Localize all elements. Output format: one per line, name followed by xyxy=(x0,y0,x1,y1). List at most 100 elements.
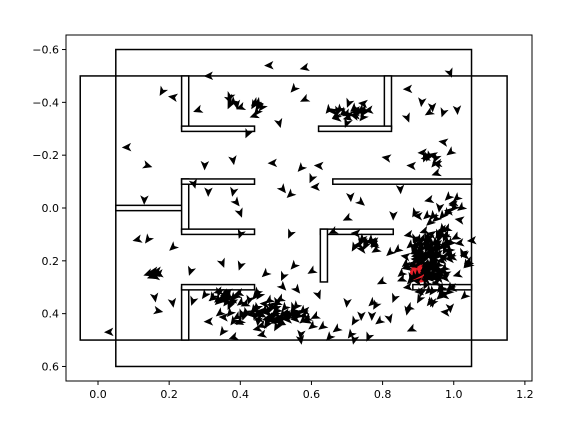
wall-left-stub xyxy=(115,204,185,212)
arrow-marker-63 xyxy=(328,225,339,234)
cluster-right-dense-arrow xyxy=(416,293,426,304)
cluster-right-mid-arrow xyxy=(432,158,443,168)
cluster-right-dense-arrow xyxy=(424,243,433,254)
arrow-marker-1 xyxy=(264,60,274,70)
cluster-right-dense-arrow xyxy=(442,244,452,255)
arrow-marker-62 xyxy=(342,212,354,221)
arrow-marker-118 xyxy=(143,268,154,277)
arrow-marker-76 xyxy=(343,297,352,308)
arrow-marker-22 xyxy=(438,138,449,147)
cluster-bottom-center-arrow xyxy=(268,301,277,313)
arrow-marker-106 xyxy=(103,327,114,337)
cluster-top-left-arrow xyxy=(249,110,260,119)
arrow-marker-120 xyxy=(227,91,236,102)
arrow-marker-6 xyxy=(168,93,179,103)
cluster-top-center-arrow xyxy=(358,99,368,109)
cluster-right-dense-arrow xyxy=(451,231,462,240)
cluster-right-dense-arrow xyxy=(415,257,425,268)
arrow-marker-13 xyxy=(363,105,374,114)
arrow-marker-5 xyxy=(159,85,169,96)
arrow-marker-40 xyxy=(230,186,239,197)
cluster-center-wall-arrow xyxy=(363,239,372,251)
cluster-right-dense-arrow xyxy=(440,273,450,283)
cluster-bottom-center-arrow xyxy=(246,294,255,305)
arrow-marker-69 xyxy=(237,260,246,271)
arrow-marker-78 xyxy=(357,311,366,322)
arrow-marker-7 xyxy=(193,104,204,113)
arrow-marker-90 xyxy=(230,315,240,326)
cluster-top-center-arrow xyxy=(350,106,361,115)
cluster-right-dense-arrow xyxy=(444,285,455,296)
cluster-right-dense-arrow xyxy=(429,285,439,296)
arrow-marker-67 xyxy=(188,265,197,276)
cluster-right-dense-arrow xyxy=(423,209,434,220)
arrow-marker-27 xyxy=(431,168,442,177)
arrow-marker-48 xyxy=(395,184,405,195)
y-axis: −0.6 −0.4 −0.2 0.0 0.2 0.4 0.6 xyxy=(32,44,66,373)
y-tick-label: 0.4 xyxy=(42,308,60,321)
cluster-right-dense-arrow xyxy=(403,229,414,239)
arrow-marker-119 xyxy=(150,271,161,281)
arrow-marker-33 xyxy=(267,158,278,168)
cluster-center-wall-arrow xyxy=(353,239,364,249)
cluster-bottom-center-arrow xyxy=(244,306,253,318)
cluster-top-center-arrow xyxy=(343,112,354,121)
arrow-marker-82 xyxy=(149,292,159,303)
arrow-marker-64 xyxy=(351,241,361,252)
cluster-bottom-center-arrow xyxy=(226,307,237,318)
cluster-right-dense-arrow xyxy=(419,265,430,274)
cluster-right-dense-arrow xyxy=(423,279,432,290)
arrow-marker-123 xyxy=(235,102,247,111)
cluster-right-dense-arrow xyxy=(443,267,452,279)
arrow-marker-54 xyxy=(457,201,468,211)
arrow-marker-75 xyxy=(312,289,321,300)
cluster-bottom-center-arrow xyxy=(261,304,272,315)
cluster-right-sub-arrow xyxy=(444,191,455,201)
cluster-right-dense-arrow xyxy=(430,242,441,251)
arrow-marker-100 xyxy=(326,331,336,341)
cluster-right-dense-arrow xyxy=(460,289,471,300)
cluster-right-dense-arrow xyxy=(419,225,430,234)
cluster-bottom-center-arrow xyxy=(273,313,284,323)
cluster-right-dense-arrow xyxy=(414,239,425,248)
cluster-center-wall-arrow xyxy=(350,229,361,238)
cluster-right-dense-arrow xyxy=(452,269,464,278)
arrow-marker-19 xyxy=(440,107,449,118)
y-tick-label: 0.2 xyxy=(42,255,60,268)
arrow-marker-47 xyxy=(354,196,365,206)
cluster-right-dense-arrow xyxy=(404,301,415,311)
arrow-marker-34 xyxy=(297,162,308,172)
cluster-center-wall-arrow xyxy=(367,237,378,246)
outer-boundary-wide xyxy=(79,75,508,341)
arrow-marker-83 xyxy=(153,305,164,315)
arrow-marker-102 xyxy=(347,328,357,339)
cluster-right-dense-arrow xyxy=(454,238,465,247)
arrow-marker-104 xyxy=(375,315,386,325)
arrow-marker-9 xyxy=(290,82,300,93)
cluster-bottom-left-arrow xyxy=(208,292,219,302)
arrow-marker-105 xyxy=(406,323,418,332)
wall-mid-left-top xyxy=(180,178,256,185)
x-tick-label: 0.6 xyxy=(303,388,321,401)
arrow-marker-31 xyxy=(245,127,254,139)
cluster-right-dense-arrow xyxy=(437,288,447,299)
cluster-right-dense-arrow xyxy=(454,216,465,225)
y-tick-label: −0.2 xyxy=(32,149,59,162)
arrow-marker-110 xyxy=(367,311,377,322)
cluster-bottom-center-arrow xyxy=(291,301,300,313)
cluster-top-left-arrow xyxy=(250,96,262,106)
cluster-right-dense-arrow xyxy=(393,243,404,254)
cluster-right-dense-arrow xyxy=(433,248,442,260)
arrow-marker-35 xyxy=(313,161,324,171)
cluster-bottom-center-arrow xyxy=(298,310,310,319)
arrow-marker-29 xyxy=(142,160,153,169)
arrow-marker-103 xyxy=(351,315,361,326)
arrow-marker-72 xyxy=(261,267,272,278)
arrow-marker-20 xyxy=(424,106,436,116)
cluster-right-dense-arrow xyxy=(416,251,428,260)
x-tick-label: 1.2 xyxy=(516,388,534,401)
cluster-right-dense-arrow xyxy=(376,276,388,285)
cluster-bottom-left-arrow xyxy=(234,287,245,297)
wall-mid-left-vertical xyxy=(180,178,190,233)
